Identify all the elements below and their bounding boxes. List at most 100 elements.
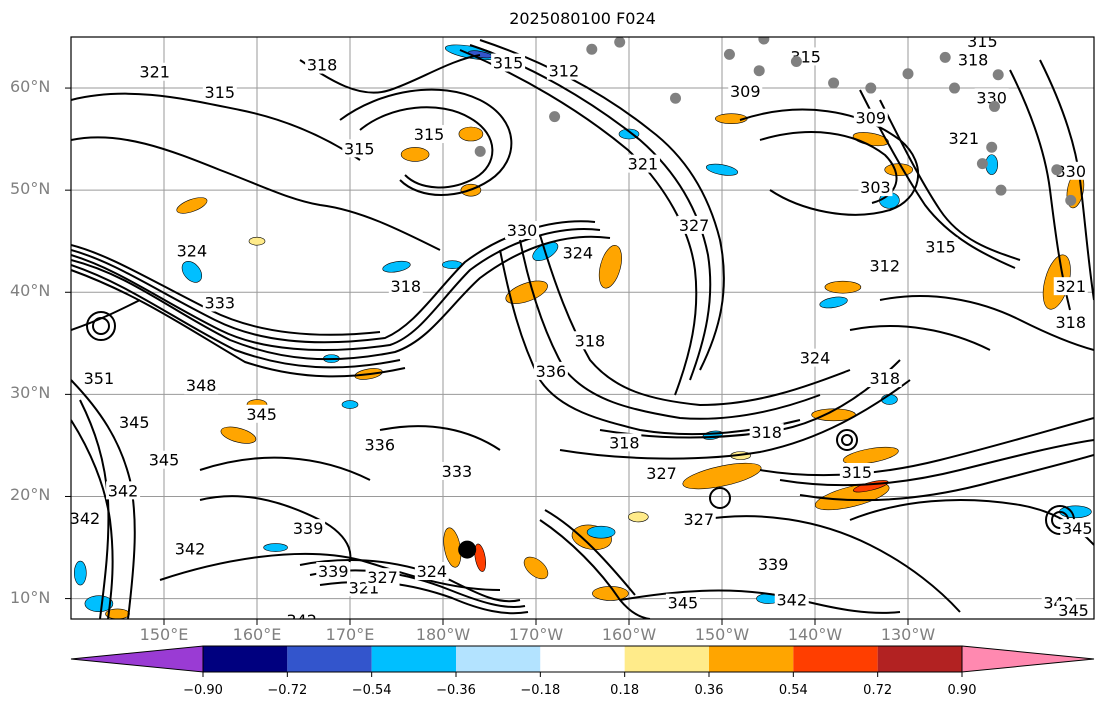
- lon-tick-label-2: 170°E: [325, 625, 375, 644]
- contour-label-bg-54: [1053, 312, 1088, 331]
- contour-label-bg-4: [546, 61, 581, 80]
- lat-tick-label-1: 20°N: [10, 485, 51, 505]
- contour-line-25: [759, 417, 1094, 477]
- contour-label-bg-37: [173, 539, 208, 558]
- shaded-blob-43: [382, 260, 411, 273]
- map-title: 2025080100 F024: [509, 9, 656, 28]
- contour-label-33: 342: [70, 509, 101, 528]
- colorbar-segment-1: [203, 646, 288, 672]
- shaded-blob-8: [458, 126, 484, 142]
- colorbar-segment-5: [540, 646, 625, 672]
- contour-label-29: 345: [246, 405, 277, 424]
- shaded-blob-6: [842, 446, 899, 465]
- contour-label-38: 339: [318, 562, 349, 581]
- station-dot-11: [902, 68, 914, 80]
- contour-label-bg-1: [202, 83, 237, 102]
- shaded-blob-28: [181, 261, 203, 283]
- contour-label-20: 324: [177, 241, 208, 260]
- colorbar-label-5: 0.18: [610, 683, 640, 698]
- colorbar-label-1: −0.72: [267, 683, 308, 698]
- station-markers: [458, 37, 1077, 559]
- contour-line-23: [539, 519, 651, 619]
- shaded-blob-24: [592, 586, 629, 601]
- contour-label-bg-45: [607, 433, 642, 452]
- contour-label-2: 318: [307, 56, 338, 75]
- station-dot-18: [1051, 164, 1063, 176]
- contour-label-bg-27: [81, 369, 116, 388]
- contour-label-bg-13: [965, 37, 1000, 51]
- colorbar-extend-low: [70, 645, 204, 673]
- contour-ring-0: [86, 311, 116, 341]
- contour-label-bg-47: [756, 554, 791, 573]
- contour-label-bg-35: [439, 461, 474, 480]
- contour-label-bg-25: [572, 331, 607, 350]
- contour-line-43: [1009, 69, 1071, 311]
- colorbar-frame: [202, 645, 963, 673]
- contour-line-16: [539, 234, 851, 407]
- contour-label-bg-9: [728, 82, 763, 101]
- shaded-blob-7: [400, 147, 430, 162]
- lat-tick-label-0: 10°N: [10, 587, 51, 607]
- contour-label-49: 342: [776, 591, 807, 610]
- contour-label-bg-15: [974, 88, 1009, 107]
- contour-label-35: 333: [442, 462, 473, 481]
- contour-label-bg-40: [365, 568, 400, 587]
- contour-line-30: [739, 108, 919, 216]
- contour-label-51: 324: [800, 349, 831, 368]
- station-dot-13: [949, 82, 960, 94]
- contour-lines: [71, 39, 1094, 619]
- contour-line-14: [499, 249, 801, 436]
- contour-label-52: 318: [869, 369, 900, 388]
- contour-label-bg-5: [412, 125, 447, 144]
- colorbar-label-9: 0.90: [947, 683, 977, 698]
- contour-label-0: 321: [139, 63, 170, 82]
- contour-label-bg-14: [956, 50, 991, 69]
- lon-tick-label-0: 150°E: [139, 625, 189, 644]
- shaded-blob-0: [505, 280, 548, 304]
- contour-label-19: 312: [869, 257, 900, 276]
- contour-label-bg-21: [202, 293, 237, 312]
- lon-tick-label-3: 180°W: [415, 625, 471, 644]
- shaded-blob-19: [884, 163, 914, 177]
- contour-label-bg-33: [71, 508, 102, 527]
- station-dot-12: [939, 51, 951, 63]
- lon-tick-label-8: 130°W: [880, 625, 936, 644]
- contour-label-bg-24: [560, 243, 595, 262]
- contour-label-31: 345: [149, 451, 180, 470]
- contour-label-bg-38: [316, 562, 351, 581]
- shaded-blob-38: [586, 525, 616, 539]
- contour-label-44: 327: [646, 464, 677, 483]
- contour-label-18: 315: [925, 237, 956, 256]
- contour-line-34: [71, 419, 114, 619]
- colorbar-label-3: −0.36: [436, 683, 476, 698]
- contour-label-14: 318: [958, 50, 989, 69]
- shaded-blob-31: [705, 163, 739, 176]
- contour-label-bg-17: [1053, 161, 1088, 180]
- shaded-blob-16: [176, 197, 208, 214]
- contour-line-33: [71, 379, 136, 619]
- station-dot-3: [614, 37, 626, 48]
- shaded-blob-32: [819, 296, 848, 309]
- contour-label-bg-0: [137, 62, 172, 81]
- station-dot-1: [549, 111, 561, 123]
- contour-line-13: [459, 49, 698, 396]
- colorbar-label-0: −0.90: [183, 683, 223, 698]
- contour-label-37: 342: [175, 540, 206, 559]
- contour-label-23: 330: [507, 221, 538, 240]
- station-dot-2: [586, 43, 598, 55]
- contour-label-bg-19: [867, 256, 902, 275]
- contour-label-bg-53: [1053, 277, 1088, 296]
- contour-label-bg-12: [858, 178, 893, 197]
- contour-label-53: 321: [1055, 277, 1086, 296]
- contour-label-bg-8: [677, 215, 712, 234]
- contour-line-28: [879, 99, 1021, 261]
- contour-line-45: [849, 325, 991, 351]
- contour-line-9: [339, 88, 513, 196]
- contour-label-17: 330: [1055, 162, 1086, 181]
- contour-line-1: [71, 235, 611, 361]
- contour-label-bg-23: [505, 221, 540, 239]
- colorbar-label-4: −0.18: [520, 683, 561, 698]
- contour-label-57: 345: [1058, 601, 1089, 620]
